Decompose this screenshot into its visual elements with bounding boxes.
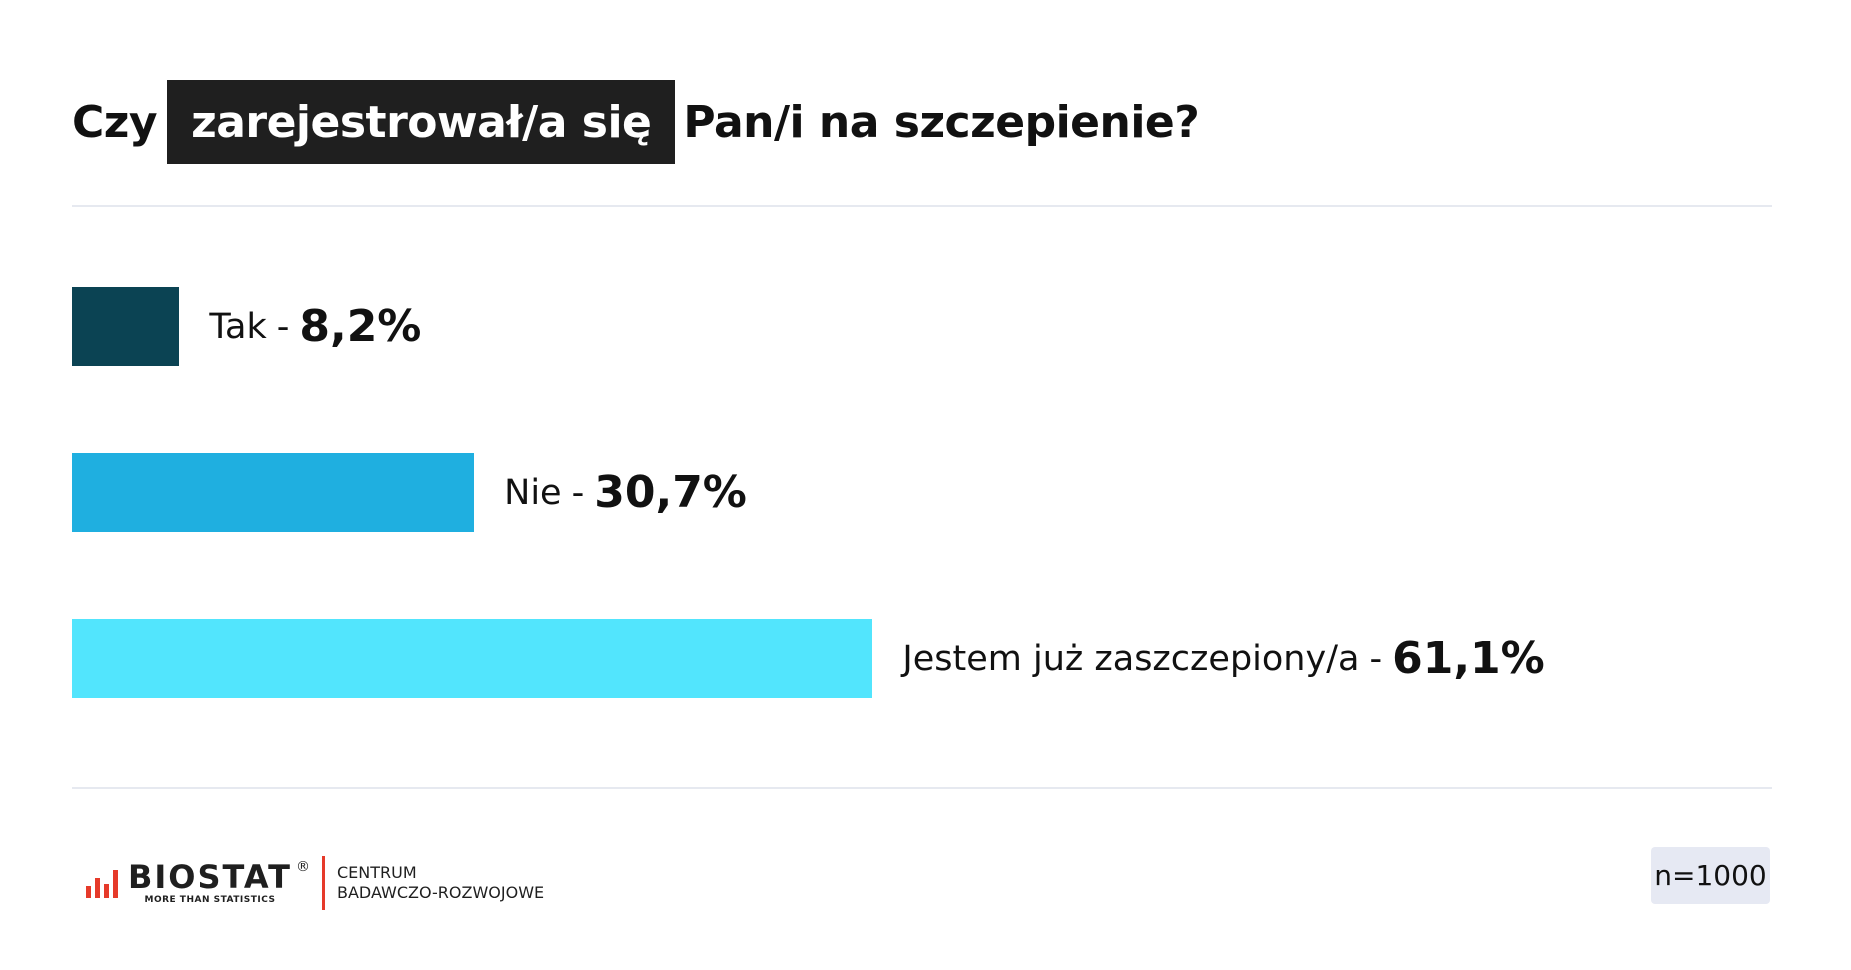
label-separator: - (1369, 638, 1383, 679)
category-label: Jestem już zaszczepiony/a (902, 638, 1360, 679)
bottom-divider (72, 787, 1772, 789)
data-label: 30,7% (594, 467, 747, 518)
biostat-logo: BIOSTAT MORE THAN STATISTICS ® CENTRUM B… (86, 855, 544, 911)
bar-label-3: Jestem już zaszczepiony/a -61,1% (902, 619, 1544, 698)
category-label: Nie (504, 472, 562, 513)
logo-brand: BIOSTAT MORE THAN STATISTICS (128, 861, 292, 905)
brand-tagline: MORE THAN STATISTICS (144, 895, 276, 905)
data-label: 8,2% (299, 301, 422, 352)
sample-size-badge: n=1000 (1651, 847, 1770, 904)
label-separator: - (571, 472, 585, 513)
chart-title: Czy zarejestrował/a się Pan/i na szczepi… (72, 80, 1200, 164)
label-separator: - (276, 306, 290, 347)
title-highlight: zarejestrował/a się (167, 80, 676, 164)
brand-name: BIOSTAT (128, 858, 292, 896)
registered-mark: ® (296, 859, 310, 875)
logo-center-text: CENTRUM BADAWCZO-ROZWOJOWE (337, 863, 544, 903)
bar-label-1: Tak -8,2% (209, 287, 421, 366)
center-line-2: BADAWCZO-ROZWOJOWE (337, 883, 545, 902)
category-label: Tak (209, 306, 267, 347)
title-after: Pan/i na szczepienie? (683, 96, 1200, 148)
bar-label-2: Nie -30,7% (504, 453, 747, 532)
data-label: 61,1% (1392, 633, 1545, 684)
title-before: Czy (72, 96, 158, 148)
logo-bars-icon (86, 868, 118, 898)
bar-3 (72, 619, 873, 698)
bar-2 (72, 453, 475, 532)
bar-1 (72, 287, 180, 366)
center-line-1: CENTRUM (337, 863, 417, 882)
logo-separator (322, 856, 325, 910)
top-divider (72, 205, 1772, 207)
